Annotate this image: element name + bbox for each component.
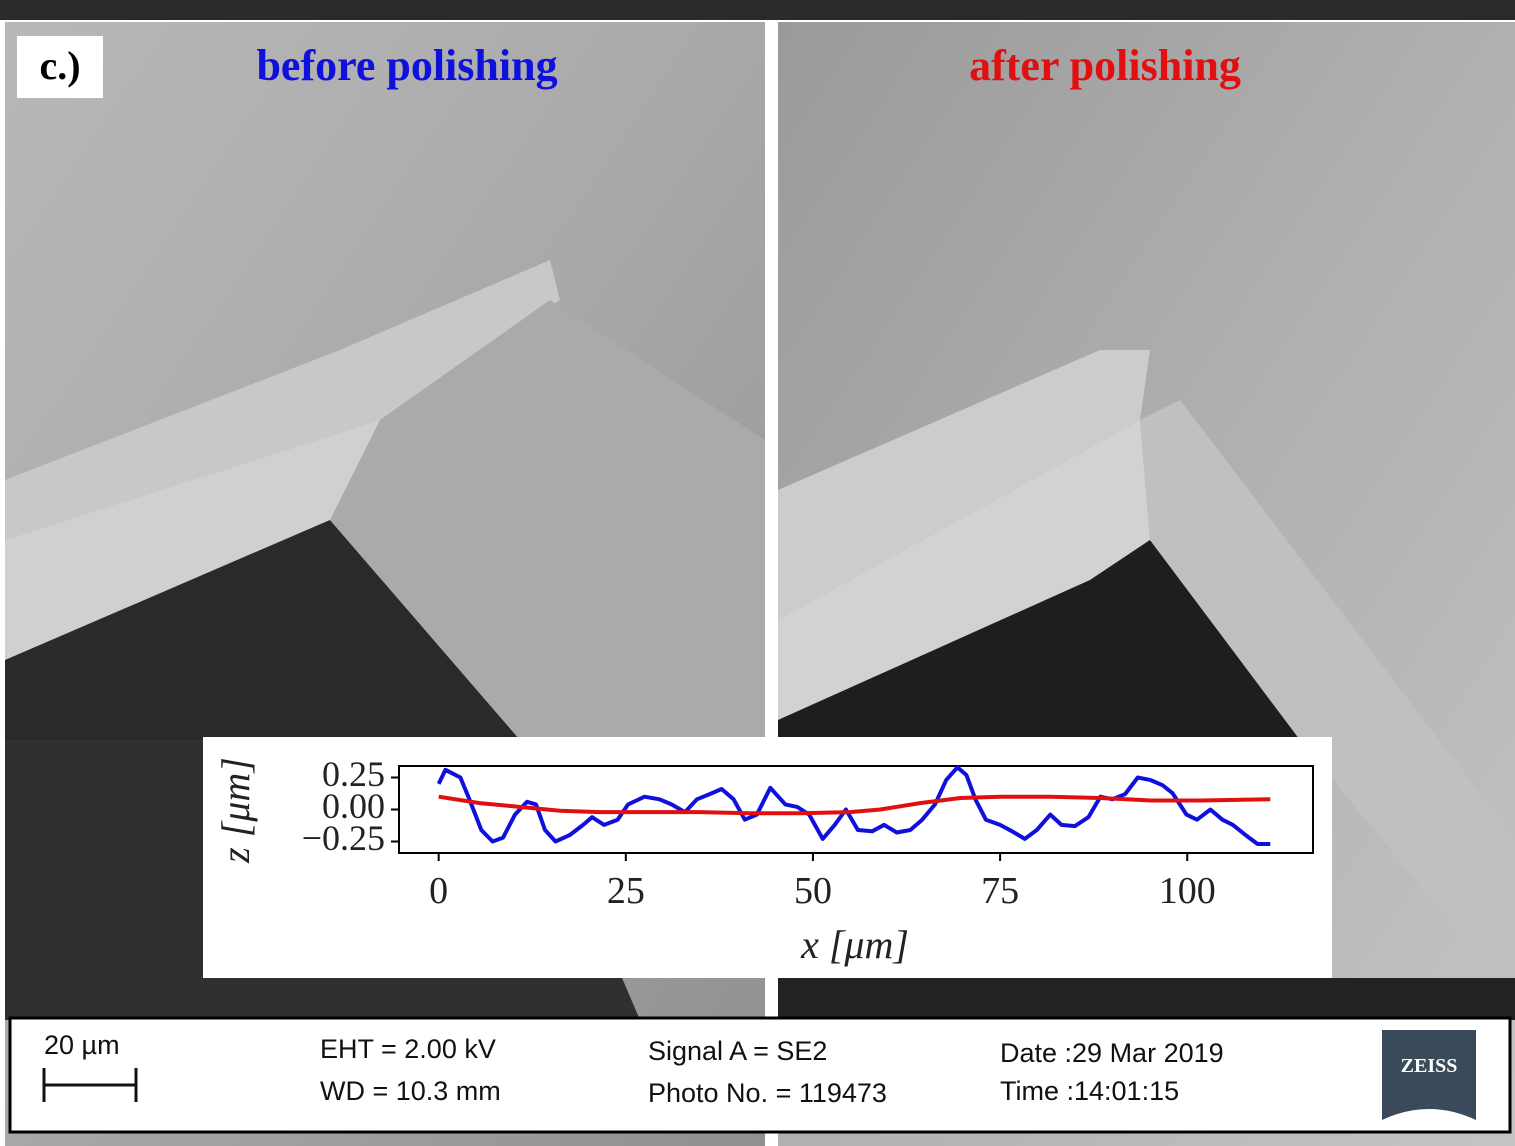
eht: EHT = 2.00 kV — [320, 1034, 496, 1064]
y-axis-label: z [μm] — [213, 757, 258, 864]
sem-shadow — [778, 978, 1515, 1020]
x-tick-label: 75 — [981, 870, 1019, 912]
panel-label: c.) — [39, 43, 80, 88]
x-tick-label: 0 — [429, 870, 448, 912]
date: Date :29 Mar 2019 — [1000, 1038, 1224, 1068]
logo: ZEISS — [1401, 1055, 1458, 1077]
after-title: after polishing — [969, 41, 1241, 90]
x-tick-label: 25 — [607, 870, 645, 912]
photo-no: Photo No. = 119473 — [648, 1078, 887, 1108]
wd: WD = 10.3 mm — [320, 1076, 501, 1106]
x-tick-label: 50 — [794, 870, 832, 912]
x-tick-label: 100 — [1159, 870, 1216, 912]
y-tick-label: −0.25 — [302, 818, 385, 858]
signal: Signal A = SE2 — [648, 1036, 827, 1066]
top-border — [0, 0, 1515, 20]
scale-label: 20 µm — [44, 1030, 120, 1060]
time: Time :14:01:15 — [1000, 1076, 1179, 1106]
x-axis-label: x [μm] — [800, 922, 909, 967]
figure: c.) before polishing after polishing x [… — [0, 0, 1515, 1146]
before-title: before polishing — [256, 41, 557, 90]
